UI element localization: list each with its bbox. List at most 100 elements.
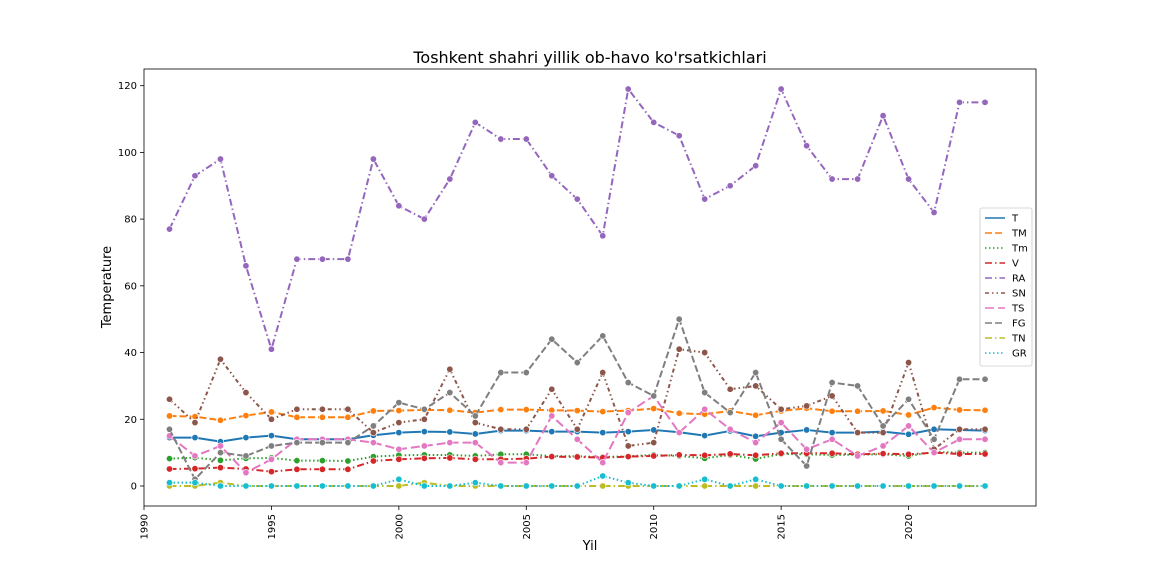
y-tick-label: 100	[118, 148, 137, 159]
data-point	[318, 255, 326, 263]
data-point	[828, 379, 836, 387]
data-point	[548, 385, 556, 393]
data-point	[344, 457, 352, 465]
data-point	[573, 453, 581, 461]
data-point	[701, 195, 709, 203]
data-point	[905, 450, 913, 458]
data-point	[548, 412, 556, 420]
data-point	[471, 439, 479, 447]
legend-label: V	[1012, 259, 1019, 270]
data-point	[471, 455, 479, 463]
data-point	[497, 482, 505, 490]
data-point	[369, 457, 377, 465]
data-point	[956, 435, 964, 443]
data-point	[981, 450, 989, 458]
data-point	[267, 482, 275, 490]
data-point	[803, 482, 811, 490]
data-point	[599, 429, 607, 437]
data-point	[446, 482, 454, 490]
data-point	[395, 445, 403, 453]
data-point	[573, 195, 581, 203]
data-point	[675, 345, 683, 353]
y-tick-label: 0	[131, 481, 137, 492]
data-point	[752, 162, 760, 170]
data-point	[981, 435, 989, 443]
data-point	[420, 215, 428, 223]
data-point	[726, 182, 734, 190]
data-point	[726, 482, 734, 490]
legend-item-Tm: Tm	[985, 244, 1028, 255]
data-point	[497, 369, 505, 377]
data-point	[191, 465, 199, 473]
series-SN	[165, 345, 989, 453]
legend-item-FG: FG	[985, 319, 1026, 330]
legend: T TM Tm V RA SN TS FG TN GR	[979, 207, 1033, 367]
data-point	[777, 419, 785, 427]
data-point	[395, 482, 403, 490]
series-FG	[165, 315, 989, 483]
y-axis-label: Temperature	[100, 246, 115, 329]
data-point	[726, 425, 734, 433]
data-point	[879, 442, 887, 450]
series-TM	[165, 404, 989, 424]
data-point	[573, 407, 581, 415]
data-point	[471, 419, 479, 427]
x-tick-label: 2005	[522, 514, 533, 539]
data-point	[624, 479, 632, 487]
data-point	[930, 482, 938, 490]
data-point	[395, 419, 403, 427]
data-point	[701, 432, 709, 440]
data-point	[471, 479, 479, 487]
data-point	[267, 345, 275, 353]
legend-label: TS	[1011, 304, 1024, 315]
legend-item-SN: SN	[985, 289, 1026, 300]
data-point	[216, 456, 224, 464]
data-point	[650, 405, 658, 413]
data-point	[752, 432, 760, 440]
data-point	[293, 255, 301, 263]
data-point	[497, 425, 505, 433]
data-point	[522, 369, 530, 377]
data-point	[318, 405, 326, 413]
data-point	[344, 405, 352, 413]
data-point	[650, 426, 658, 434]
legend-item-TS: TS	[985, 304, 1024, 315]
data-point	[165, 395, 173, 403]
data-point	[956, 375, 964, 383]
data-point	[522, 425, 530, 433]
series-line-GR	[169, 474, 986, 487]
data-point	[981, 98, 989, 106]
data-point	[216, 442, 224, 450]
data-point	[446, 175, 454, 183]
data-point	[318, 439, 326, 447]
data-point	[216, 416, 224, 424]
data-point	[165, 479, 173, 487]
data-point	[242, 412, 250, 420]
data-point	[650, 452, 658, 460]
data-point	[191, 172, 199, 180]
data-point	[956, 450, 964, 458]
data-point	[420, 482, 428, 490]
data-point	[191, 479, 199, 487]
data-point	[369, 439, 377, 447]
data-point	[548, 482, 556, 490]
x-axis: 1990 1995 2000 2005 2010 2015 2020	[140, 506, 915, 539]
data-point	[854, 407, 862, 415]
data-point	[726, 409, 734, 417]
data-point	[981, 375, 989, 383]
data-point	[522, 459, 530, 467]
data-point	[803, 426, 811, 434]
data-point	[369, 155, 377, 163]
data-point	[395, 455, 403, 463]
data-point	[624, 428, 632, 436]
data-point	[573, 425, 581, 433]
data-point	[828, 392, 836, 400]
data-point	[930, 404, 938, 412]
data-point	[905, 359, 913, 367]
x-axis-label: Yil	[582, 539, 598, 554]
x-tick-label: 2010	[649, 514, 660, 539]
data-point	[318, 482, 326, 490]
data-point	[828, 449, 836, 457]
data-point	[752, 382, 760, 390]
data-point	[905, 395, 913, 403]
